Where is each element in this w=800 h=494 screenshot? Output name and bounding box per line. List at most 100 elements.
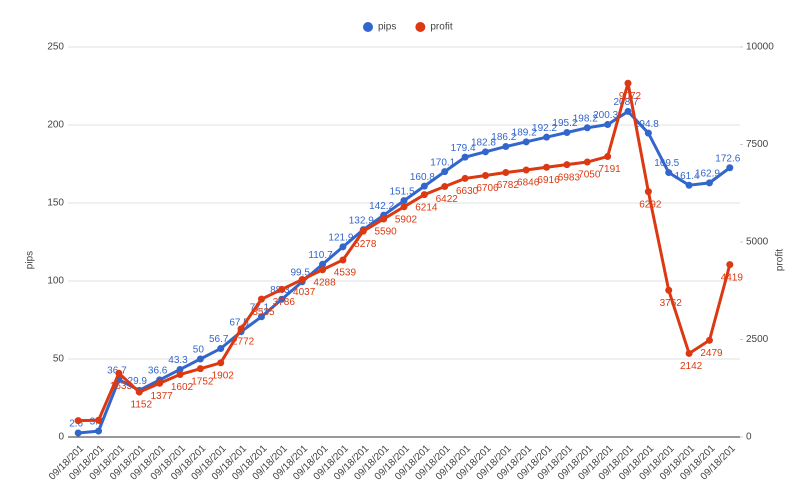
point: [237, 325, 245, 333]
data-label: 1602: [171, 382, 194, 393]
data-label: 208.7: [613, 97, 638, 108]
data-label: 29.9: [128, 376, 148, 387]
point: [685, 181, 693, 189]
point: [400, 197, 408, 205]
legend-marker: [415, 22, 426, 32]
y-tick-label: 200: [47, 120, 64, 131]
data-label: 198.2: [573, 113, 598, 124]
point: [644, 129, 652, 137]
point: [502, 143, 510, 151]
point: [543, 133, 551, 141]
point: [726, 164, 734, 172]
point: [522, 138, 530, 146]
data-label: 160.8: [410, 172, 435, 183]
point: [115, 369, 123, 377]
y-tick-label: 50: [53, 354, 65, 365]
data-label: 77.1: [250, 302, 270, 313]
point: [339, 243, 347, 251]
data-label: 200.3: [593, 110, 618, 121]
point: [604, 153, 612, 161]
data-label: 1635: [110, 381, 133, 392]
point: [217, 345, 225, 353]
data-label: 169.5: [654, 158, 679, 169]
point: [441, 168, 449, 176]
data-label: 172.6: [715, 153, 740, 164]
data-label: 1152: [131, 400, 153, 411]
point: [624, 79, 632, 87]
point: [156, 379, 164, 387]
data-label: 4419: [721, 272, 744, 283]
data-label: 99.5: [290, 267, 310, 278]
point: [257, 295, 265, 303]
point: [481, 171, 489, 179]
point: [665, 169, 673, 177]
point: [583, 124, 591, 132]
point: [176, 371, 184, 379]
data-label: 67.5: [229, 317, 249, 328]
point: [95, 416, 103, 424]
data-label: 151.5: [389, 186, 414, 197]
legend-label: pips: [378, 22, 396, 33]
point: [420, 182, 428, 190]
data-label: 43.3: [168, 355, 188, 366]
data-label: 6630: [456, 186, 479, 197]
point: [339, 256, 347, 264]
point: [665, 286, 673, 294]
data-label: 4037: [293, 287, 316, 298]
point: [705, 336, 713, 344]
data-label: 9072: [619, 91, 642, 102]
data-label: 194.8: [634, 119, 659, 130]
data-label: 5278: [354, 239, 377, 250]
point: [278, 295, 286, 303]
data-label: 2772: [232, 337, 255, 348]
data-label: 2142: [680, 361, 703, 372]
point: [217, 359, 225, 367]
point: [380, 215, 388, 223]
data-label: 5590: [375, 227, 398, 238]
data-label: 142.2: [369, 201, 394, 212]
point: [604, 121, 612, 129]
data-label: 170.1: [430, 157, 455, 168]
data-label: 6983: [558, 172, 581, 183]
point: [441, 183, 449, 191]
y2-tick-label: 2500: [746, 334, 769, 345]
point: [359, 227, 367, 235]
data-label: 1902: [212, 370, 235, 381]
data-label: 161.4: [675, 171, 700, 182]
data-label: 6422: [436, 194, 459, 205]
data-label: 56.7: [209, 334, 229, 345]
point: [74, 429, 82, 437]
data-label: 5902: [395, 214, 418, 225]
data-label: 4288: [313, 277, 336, 288]
data-label: 1377: [151, 391, 174, 402]
point: [319, 260, 327, 268]
y2-tick-label: 5000: [746, 237, 769, 248]
data-label: 189.2: [512, 127, 537, 138]
point: [543, 163, 551, 171]
point: [563, 161, 571, 169]
point: [461, 174, 469, 182]
point: [135, 388, 143, 396]
data-label: 7191: [599, 164, 622, 175]
point: [644, 188, 652, 196]
data-label: 6846: [517, 178, 540, 189]
data-label: 132.9: [349, 215, 374, 226]
point: [319, 266, 327, 274]
data-label: 6916: [537, 175, 560, 186]
data-label: 192.2: [532, 123, 557, 134]
legend-label: profit: [430, 22, 452, 33]
data-label: 36.6: [148, 366, 168, 377]
y2-tick-label: 0: [746, 432, 752, 443]
y-axis-title: pips: [25, 251, 36, 269]
data-label: 6214: [415, 202, 438, 213]
data-label: 3762: [660, 298, 683, 309]
data-label: 186.2: [491, 132, 516, 143]
data-label: 6782: [497, 180, 520, 191]
point: [481, 148, 489, 156]
data-label: 3786: [273, 297, 296, 308]
point: [685, 349, 693, 357]
point: [420, 191, 428, 199]
point: [298, 276, 306, 284]
point: [95, 427, 103, 435]
